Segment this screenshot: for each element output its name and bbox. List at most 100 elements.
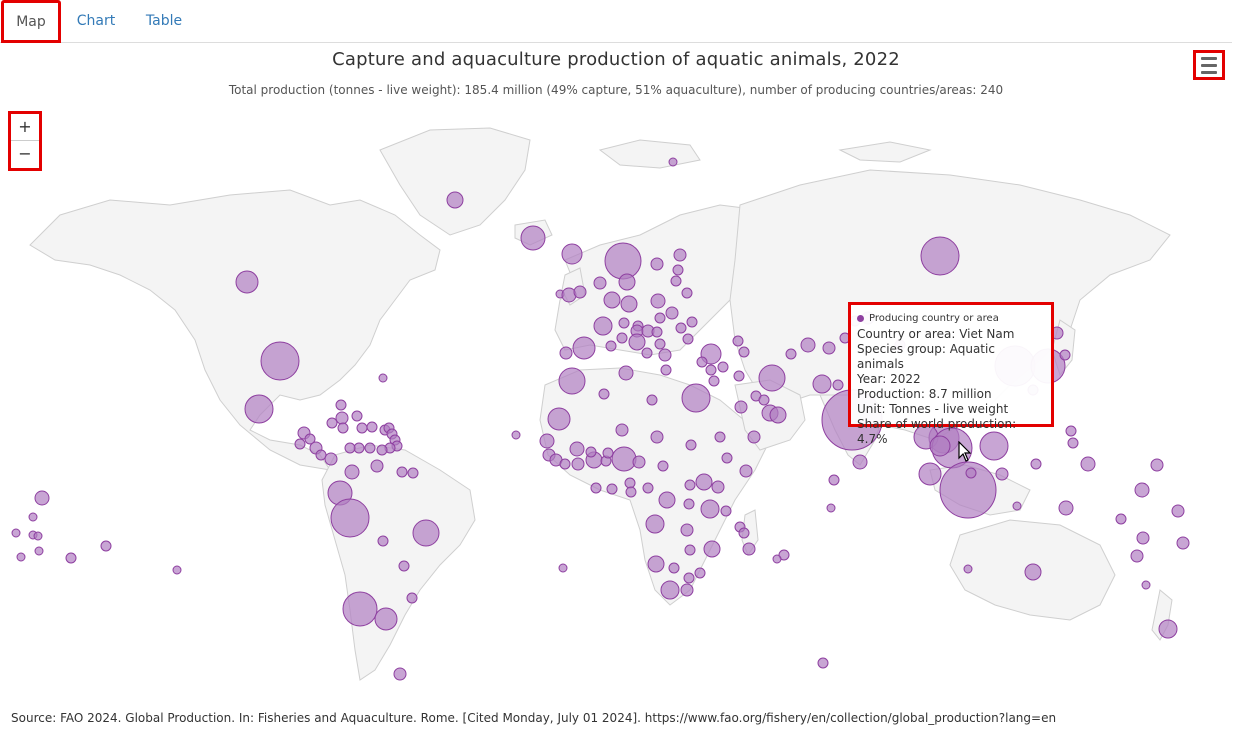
country-bubble[interactable] [645,514,665,534]
country-bubble[interactable] [995,467,1009,481]
country-bubble[interactable] [398,560,410,572]
country-bubble[interactable] [330,498,370,538]
country-bubble[interactable] [618,273,636,291]
country-bubble[interactable] [324,452,338,466]
country-bubble[interactable] [572,336,596,360]
country-bubble[interactable] [1130,549,1144,563]
country-bubble[interactable] [376,444,388,456]
country-bubble[interactable] [244,394,274,424]
country-bubble[interactable] [1176,536,1190,550]
country-bubble[interactable] [683,498,695,510]
country-bubble[interactable] [711,480,725,494]
country-bubble[interactable] [720,505,732,517]
tab-map[interactable]: Map [1,0,61,43]
country-bubble[interactable] [573,285,587,299]
country-bubble[interactable] [260,341,300,381]
country-bubble[interactable] [615,423,629,437]
country-bubble[interactable] [747,430,761,444]
country-bubble[interactable] [34,546,44,556]
country-bubble[interactable] [632,455,646,469]
country-bubble[interactable] [812,374,832,394]
country-bubble[interactable] [604,242,642,280]
country-bubble[interactable] [235,270,259,294]
country-bubble[interactable] [558,563,568,573]
country-bubble[interactable] [378,373,388,383]
country-bubble[interactable] [681,383,711,413]
country-bubble[interactable] [700,499,720,519]
country-bubble[interactable] [828,474,840,486]
country-bubble[interactable] [668,562,680,574]
country-bubble[interactable] [34,490,50,506]
country-bubble[interactable] [366,421,378,433]
country-bubble[interactable] [1080,456,1096,472]
country-bubble[interactable] [738,346,750,358]
country-bubble[interactable] [520,225,546,251]
country-bubble[interactable] [335,399,347,411]
country-bubble[interactable] [602,447,614,459]
country-bubble[interactable] [625,486,637,498]
country-bubble[interactable] [979,431,1009,461]
country-bubble[interactable] [1059,349,1071,361]
country-bubble[interactable] [16,552,26,562]
country-bubble[interactable] [646,394,658,406]
country-bubble[interactable] [703,540,721,558]
country-bubble[interactable] [696,356,708,368]
country-bubble[interactable] [412,519,440,547]
country-bubble[interactable] [694,567,706,579]
country-bubble[interactable] [33,531,43,541]
country-bubble[interactable] [660,364,672,376]
country-bubble[interactable] [963,564,973,574]
country-bubble[interactable] [675,322,687,334]
country-bubble[interactable] [558,367,586,395]
country-bubble[interactable] [315,449,327,461]
country-bubble[interactable] [1058,500,1074,516]
country-bubble[interactable] [628,333,646,351]
country-bubble[interactable] [605,340,617,352]
tab-chart[interactable]: Chart [76,13,116,29]
country-bubble[interactable] [654,312,666,324]
country-bubble[interactable] [650,430,664,444]
country-bubble[interactable] [650,293,666,309]
country-bubble[interactable] [11,528,21,538]
country-bubble[interactable] [370,459,384,473]
country-bubble[interactable] [686,316,698,328]
country-bubble[interactable] [1067,437,1079,449]
country-bubble[interactable] [585,446,597,458]
country-bubble[interactable] [708,375,720,387]
country-bubble[interactable] [685,439,697,451]
zoom-in-button[interactable]: + [11,114,39,141]
country-bubble[interactable] [918,462,942,486]
country-bubble[interactable] [684,544,696,556]
country-bubble[interactable] [658,491,676,509]
country-bubble[interactable] [364,442,376,454]
country-bubble[interactable] [1024,563,1042,581]
country-bubble[interactable] [769,406,787,424]
country-bubble[interactable] [758,364,786,392]
country-bubble[interactable] [654,338,666,350]
country-bubble[interactable] [641,347,653,359]
country-bubble[interactable] [657,460,669,472]
country-bubble[interactable] [939,461,997,519]
country-bubble[interactable] [647,555,665,573]
country-bubble[interactable] [569,441,585,457]
country-bubble[interactable] [100,540,112,552]
tab-table[interactable]: Table [145,13,183,29]
country-bubble[interactable] [668,157,678,167]
zoom-out-button[interactable]: − [18,144,32,163]
country-bubble[interactable] [337,422,349,434]
country-bubble[interactable] [1065,425,1077,437]
country-bubble[interactable] [826,503,836,513]
country-bubble[interactable] [681,287,693,299]
country-bubble[interactable] [642,482,654,494]
country-bubble[interactable] [734,400,748,414]
country-bubble[interactable] [393,667,407,681]
country-bubble[interactable] [920,236,960,276]
country-bubble[interactable] [590,482,602,494]
country-bubble[interactable] [1150,458,1164,472]
country-bubble[interactable] [407,467,419,479]
country-bubble[interactable] [852,454,868,470]
country-bubble[interactable] [680,523,694,537]
country-bubble[interactable] [660,580,680,600]
country-bubble[interactable] [374,607,398,631]
country-bubble[interactable] [800,337,816,353]
